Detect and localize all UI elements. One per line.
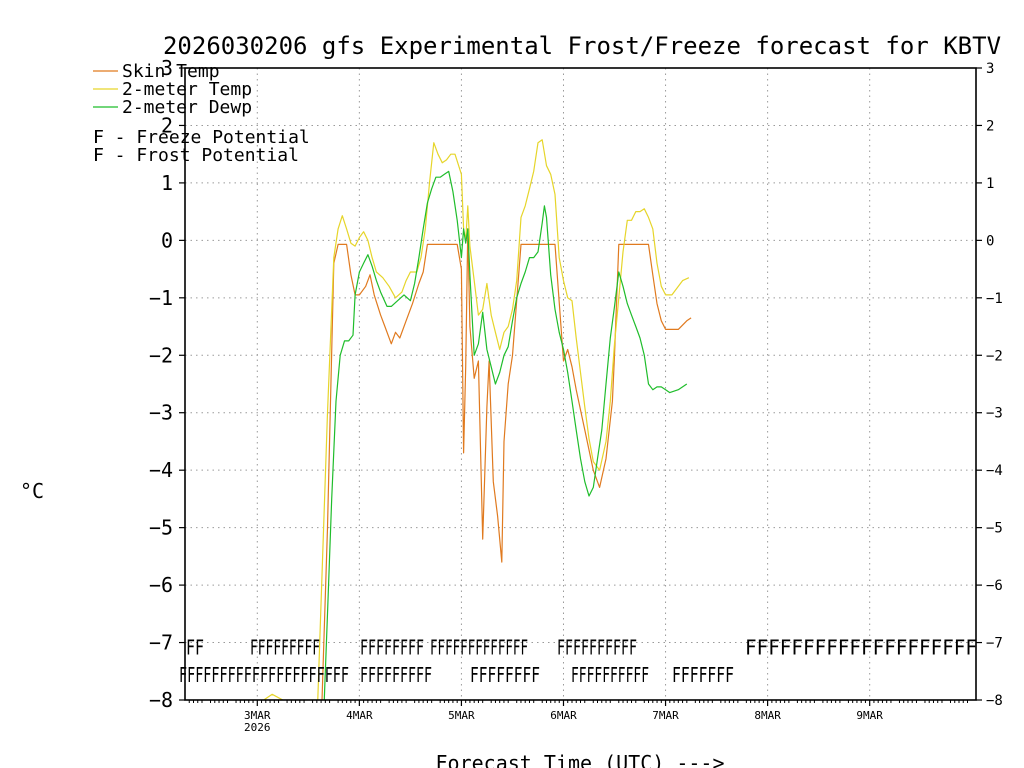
y-tick-label-right: −6 xyxy=(986,578,1003,594)
y-tick-label-left: −4 xyxy=(149,458,173,482)
frost-freeze-marker-run: FFFFFFFFFFFFF xyxy=(430,636,528,660)
x-tick-label: 9MAR xyxy=(856,709,883,722)
y-tick-label-right: −4 xyxy=(986,463,1003,479)
legend-entry-label: 2-meter Dewp xyxy=(122,97,252,118)
frost-freeze-marker-run: FFFFFFF xyxy=(672,663,734,687)
legend-letter-swatch: F xyxy=(93,127,104,148)
legend-entry-label: 2-meter Temp xyxy=(122,79,252,100)
y-tick-label-right: −7 xyxy=(986,636,1003,652)
y-tick-label-right: −2 xyxy=(986,348,1003,364)
frost-freeze-marker-run: FFFFFFFFFF xyxy=(571,663,649,687)
y-tick-label-left: 3 xyxy=(161,56,173,80)
grid-lines xyxy=(185,68,976,700)
y-tick-label-right: −3 xyxy=(986,406,1003,422)
y-tick-label-left: −3 xyxy=(149,401,173,425)
y-tick-label-right: 2 xyxy=(986,118,994,134)
y-tick-label-left: −1 xyxy=(149,286,173,310)
x-tick-label: 6MAR xyxy=(550,709,577,722)
legend-letter-swatch: F xyxy=(93,145,104,166)
x-tick-sublabel: 2026 xyxy=(244,721,271,734)
x-tick-label: 3MAR xyxy=(244,709,271,722)
y-axis-label: °C xyxy=(20,479,44,503)
y-tick-label-left: 0 xyxy=(161,228,173,252)
frost-freeze-marker-run: FFFFFFFFF xyxy=(250,636,320,660)
y-tick-label-left: 1 xyxy=(161,171,173,195)
frost-freeze-marker-run: FF xyxy=(186,636,204,660)
x-axis-label: Forecast Time (UTC) ---> xyxy=(436,751,725,768)
y-tick-label-right: −1 xyxy=(986,291,1003,307)
y-tick-label-right: −5 xyxy=(986,521,1003,537)
series-2-meter-dewp xyxy=(323,170,688,700)
x-tick-label: 8MAR xyxy=(754,709,781,722)
x-tick-label: 7MAR xyxy=(652,709,679,722)
axis-ticks: −8 −8 −7 −7 −6 −6 −5 −5 −4 −4 −3 −3 −2 −2 −1 −1 0 0 1 1 2 2 3 3… xyxy=(149,56,1003,734)
y-tick-label-right: 0 xyxy=(986,233,994,249)
frost-freeze-marker-run: FFFFFFFFF xyxy=(360,663,432,687)
y-tick-label-right: −8 xyxy=(986,693,1003,709)
y-tick-label-right: 1 xyxy=(986,176,994,192)
y-tick-label-left: −8 xyxy=(149,688,173,712)
frost-freeze-marker-run: FFFFFFFFFFFFFFFFFFFF xyxy=(745,636,977,660)
frost-freeze-marker-run: FFFFFFFFFFFFFFFFFFFFF xyxy=(179,663,349,687)
y-tick-label-right: 3 xyxy=(986,61,994,77)
legend-entry-label: F - Freeze Potential xyxy=(93,127,310,148)
frost-freeze-marker-run: FFFFFFFF xyxy=(470,663,540,687)
chart-title: 2026030206 gfs Experimental Frost/Freeze… xyxy=(163,32,1001,60)
frost-freeze-markers: FF FFFFFFFFF FFFFFFFF FFFFFFFFFFFFF FFFFFFFF… xyxy=(179,636,977,688)
legend-entry-label: Skin Temp xyxy=(122,61,220,82)
frost-freeze-marker-run: FFFFFFFFFF xyxy=(557,636,637,660)
y-tick-label-left: −5 xyxy=(149,516,173,540)
series-lines xyxy=(263,139,692,700)
y-tick-label-left: −6 xyxy=(149,573,173,597)
y-tick-label-left: −2 xyxy=(149,343,173,367)
plot-frame xyxy=(184,67,977,701)
series-2-meter-temp xyxy=(263,139,690,700)
y-tick-label-left: 2 xyxy=(161,113,173,137)
series-skin-temp xyxy=(321,228,692,700)
legend-entry-label: F - Frost Potential xyxy=(93,145,299,166)
x-tick-label: 4MAR xyxy=(346,709,373,722)
x-tick-label: 5MAR xyxy=(448,709,475,722)
frost-freeze-marker-run: FFFFFFFF xyxy=(360,636,424,660)
y-tick-label-left: −7 xyxy=(149,631,173,655)
